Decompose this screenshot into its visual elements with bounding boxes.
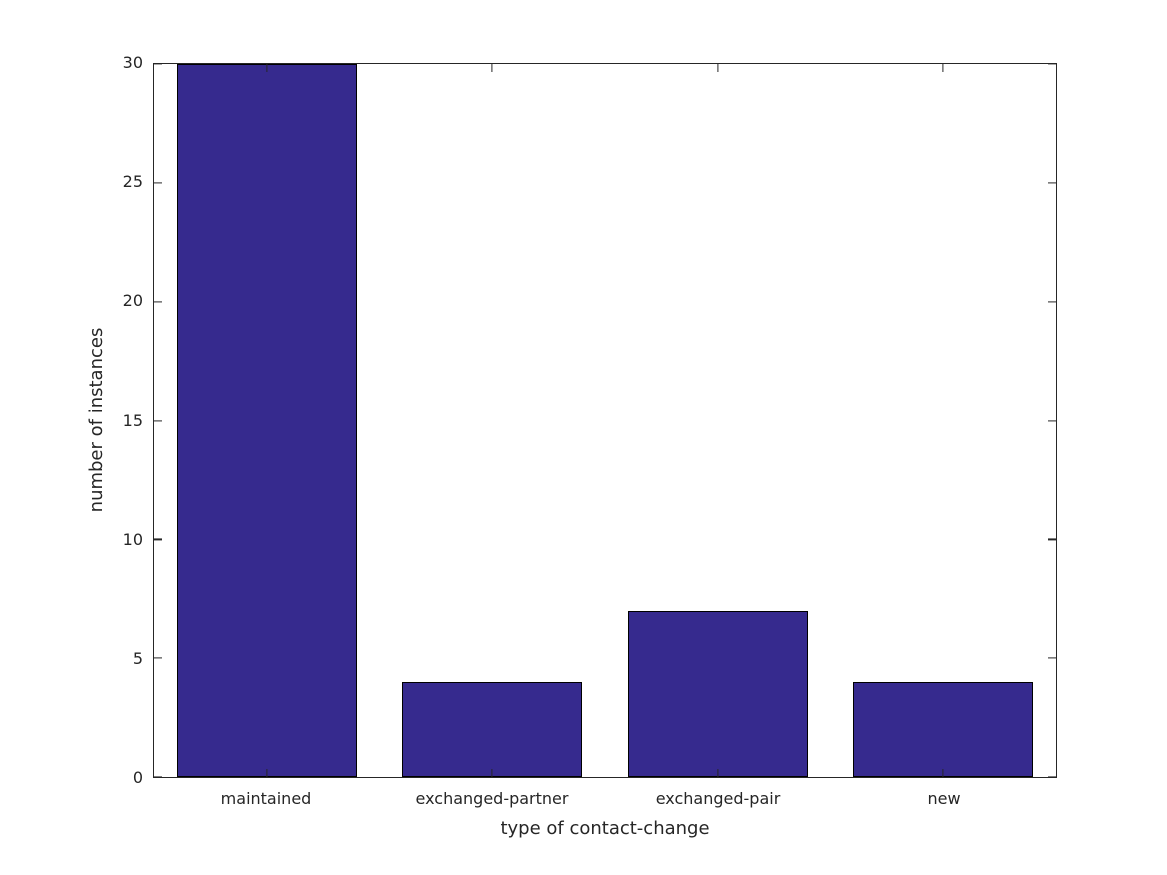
y-tick-mark: [1048, 419, 1056, 422]
x-tick-label-exchanged-pair: exchanged-pair: [655, 789, 781, 808]
x-tick-label-maintained: maintained: [220, 789, 312, 808]
y-tick-mark: [1048, 182, 1056, 184]
x-tick-mark: [942, 769, 944, 777]
y-tick-label: 20: [122, 291, 143, 311]
bar-new: [853, 681, 1034, 777]
y-tick-label: 5: [132, 648, 143, 668]
x-tick-mark: [717, 769, 719, 777]
y-tick-mark: [154, 63, 162, 65]
x-tick-mark: [266, 769, 268, 777]
x-tick-mark: [266, 64, 268, 72]
x-tick-mark: [491, 769, 493, 777]
y-tick-mark: [154, 657, 162, 659]
x-tick-mark: [491, 64, 493, 72]
bar-exchanged-partner: [402, 681, 583, 777]
y-tick-mark: [154, 776, 162, 778]
y-tick-mark: [154, 182, 162, 184]
y-tick-label: 10: [122, 529, 143, 549]
y-tick-mark: [1048, 538, 1056, 540]
y-tick-mark: [1048, 657, 1056, 659]
y-tick-mark: [1048, 776, 1056, 778]
y-tick-mark: [154, 419, 162, 422]
y-axis-label: number of instances: [86, 327, 107, 513]
y-tick-mark: [154, 301, 162, 303]
y-tick-mark: [1048, 63, 1056, 65]
bar-maintained: [176, 64, 357, 777]
plot-area: [153, 63, 1057, 778]
y-tick-mark: [154, 538, 162, 540]
y-tick-label: 0: [132, 768, 143, 787]
x-tick-label-new: new: [927, 789, 961, 808]
x-tick-mark: [717, 64, 719, 72]
x-tick-mark: [942, 64, 944, 72]
y-tick-label: 25: [122, 172, 143, 192]
y-tick-label: 30: [122, 53, 143, 72]
bar-exchanged-pair: [627, 610, 808, 777]
y-tick-mark: [1048, 301, 1056, 303]
x-tick-label-exchanged-partner: exchanged-partner: [415, 789, 569, 808]
x-axis-label: type of contact-change: [500, 818, 710, 839]
y-tick-label: 15: [122, 410, 143, 430]
